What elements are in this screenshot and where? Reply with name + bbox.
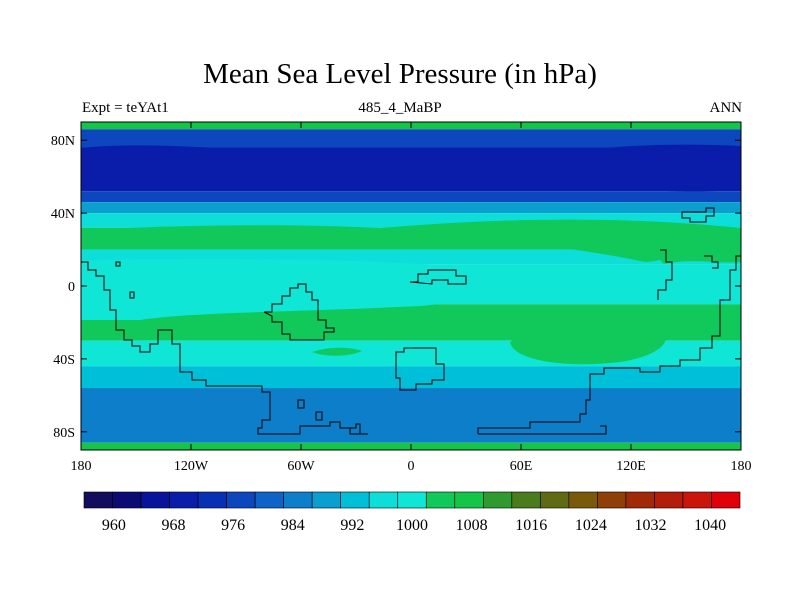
colorbar-swatch: [226, 491, 256, 509]
coastline-eastern-continent: [657, 249, 673, 300]
low-pressure-cell-east: [515, 144, 741, 192]
colorbar-swatch: [254, 491, 284, 509]
colorbar-swatch: [169, 491, 199, 509]
pressure-band-1: [81, 129, 741, 148]
colorbar-label: 1040: [694, 517, 726, 534]
y-tick-label: 40S: [53, 353, 75, 368]
coastline-inner-basin: [409, 269, 467, 285]
northeast-high-tongue: [655, 240, 741, 264]
colorbar-label: 1008: [456, 517, 488, 534]
colorbar-label: 1000: [396, 517, 428, 534]
colorbar-swatch: [540, 491, 570, 509]
x-axis: 180 120W 60W 0 60E 120E 180: [71, 122, 752, 474]
x-tick-label: 60E: [510, 459, 533, 474]
experiment-label: Expt = teYAt1: [82, 100, 169, 116]
coastlines: [81, 207, 741, 435]
colorbar-swatch: [311, 491, 341, 509]
x-tick-label: 0: [408, 459, 415, 474]
subtropical-high-south: [510, 321, 667, 365]
colorbar: 960 968 976 984 992 1000 1008 1016 1024 1032 1040: [83, 491, 741, 534]
x-tick-label: 120E: [616, 459, 646, 474]
colorbar-swatch: [682, 491, 712, 509]
coastline-western-continent: [81, 261, 368, 435]
colorbar-label: 992: [340, 517, 364, 534]
coastline-southern-island: [395, 347, 445, 391]
x-tick-label: 60W: [287, 459, 315, 474]
map-field: [81, 122, 741, 450]
pressure-band-4: [81, 202, 741, 214]
colorbar-label: 976: [221, 517, 245, 534]
colorbar-swatch: [654, 491, 684, 509]
chart-title: Mean Sea Level Pressure (in hPa): [203, 58, 597, 90]
colorbar-swatch: [483, 491, 513, 509]
coastline-northeast-fragment: [681, 207, 715, 223]
coastline-southern-continent: [477, 255, 741, 434]
small-high-patch: [312, 347, 362, 356]
pressure-band-3: [81, 191, 741, 203]
x-tick-label: 180: [731, 459, 752, 474]
x-tick-label: 120W: [174, 459, 209, 474]
colorbar-label: 984: [281, 517, 305, 534]
colorbar-swatch: [368, 491, 399, 509]
colorbar-swatch: [340, 491, 370, 509]
y-tick-label: 80S: [53, 426, 75, 441]
colorbar-swatch: [140, 491, 170, 509]
colorbar-swatch: [112, 491, 142, 509]
colorbar-swatch: [597, 491, 627, 509]
y-tick-label: 40N: [51, 207, 75, 222]
colorbar-swatch: [283, 491, 313, 509]
colorbar-swatch: [197, 491, 227, 509]
pressure-band-12: [81, 388, 741, 443]
colorbar-label: 1024: [575, 517, 607, 534]
pressure-contours: [81, 144, 741, 365]
colorbar-label: 1032: [635, 517, 667, 534]
coastline-small-islands: [115, 261, 323, 421]
coastline-central-landmass: [263, 283, 335, 341]
coastline-southern-fragment: [350, 423, 361, 434]
colorbar-swatch: [511, 491, 541, 509]
x-tick-label: 180: [71, 459, 92, 474]
colorbar-swatch: [425, 491, 456, 509]
pressure-band-11: [81, 366, 741, 389]
colorbar-label: 968: [161, 517, 185, 534]
y-tick-label: 0: [68, 280, 75, 295]
colorbar-swatch: [625, 491, 655, 509]
colorbar-label: 1016: [515, 517, 547, 534]
colorbar-swatch: [454, 491, 484, 509]
coastline-southern-bay: [478, 425, 607, 435]
subtropical-high-north: [81, 219, 741, 262]
colorbar-swatch: [397, 491, 427, 509]
colorbar-swatch: [568, 491, 598, 509]
equatorial-band: [81, 258, 478, 320]
colorbar-swatch: [711, 491, 741, 509]
season-label: ANN: [709, 100, 743, 116]
colorbar-swatch: [83, 491, 113, 509]
y-axis: 80N 40N 0 40S 80S: [51, 134, 741, 441]
low-pressure-cell-west: [81, 145, 365, 189]
y-tick-label: 80N: [51, 134, 75, 149]
coastline-eastern-fragment: [704, 255, 719, 269]
colorbar-label: 960: [102, 517, 126, 534]
period-label: 485_4_MaBP: [358, 100, 442, 116]
